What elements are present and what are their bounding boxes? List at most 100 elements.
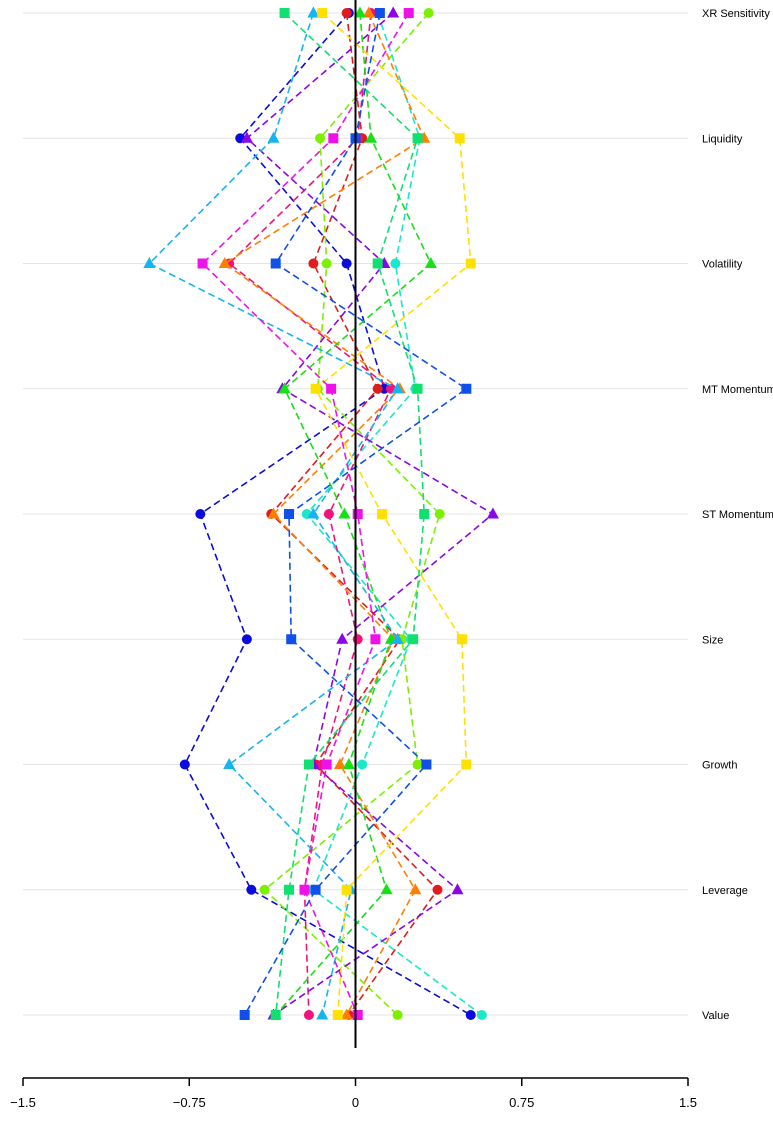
point-12-value <box>270 1010 281 1020</box>
point-6-xr-sensitivity <box>387 6 400 18</box>
series-8 <box>269 6 437 1020</box>
point-8-growth <box>342 758 355 769</box>
point-7-volatility <box>218 257 231 268</box>
point-11-leverage <box>299 884 310 895</box>
series-11 <box>197 8 414 1020</box>
x-tick-label-3: 0 <box>352 1095 359 1110</box>
point-12-mt-momentum <box>412 383 423 394</box>
point-11-growth <box>321 759 332 770</box>
point-6-liquidity <box>240 131 253 143</box>
point-1-st-momentum <box>195 509 206 519</box>
category-label-value: Value <box>702 1010 729 1022</box>
point-3-growth <box>412 759 423 770</box>
series-line-3 <box>263 12 441 1016</box>
point-5-value <box>303 1010 314 1020</box>
point-6-leverage <box>451 883 464 895</box>
category-label-size: Size <box>702 634 723 646</box>
point-10-leverage <box>341 884 352 895</box>
point-4-value <box>476 1010 487 1020</box>
point-12-st-momentum <box>419 509 430 519</box>
point-13-mt-momentum <box>461 383 472 394</box>
point-7-xr-sensitivity <box>362 6 375 18</box>
series-layer <box>143 6 499 1020</box>
point-5-st-momentum <box>323 509 334 519</box>
point-13-volatility <box>270 258 281 269</box>
point-11-value <box>352 1010 363 1020</box>
point-7-leverage <box>409 883 422 895</box>
point-11-liquidity <box>328 133 339 144</box>
point-3-value <box>392 1010 403 1020</box>
point-13-value <box>239 1010 250 1020</box>
x-tick-label-1: −1.5 <box>10 1095 36 1110</box>
point-6-size <box>336 632 349 644</box>
point-13-xr-sensitivity <box>374 8 385 18</box>
point-4-growth <box>357 759 368 770</box>
point-7-value <box>340 1008 353 1020</box>
point-13-size <box>286 634 297 645</box>
point-10-liquidity <box>454 133 465 144</box>
point-13-growth <box>421 759 432 770</box>
point-1-value <box>465 1010 476 1020</box>
point-8-xr-sensitivity <box>353 6 366 18</box>
x-axis: −1.5 −0.75 0 0.75 1.5 <box>10 1077 697 1110</box>
point-2-mt-momentum <box>372 383 383 394</box>
point-10-size <box>456 634 467 645</box>
x-tick-label-5: 1.5 <box>679 1095 697 1110</box>
x-tick-label-4: 0.75 <box>509 1095 534 1110</box>
point-12-xr-sensitivity <box>279 8 290 18</box>
point-8-mt-momentum <box>278 382 291 394</box>
category-label-growth: Growth <box>702 760 737 772</box>
point-9-xr-sensitivity <box>307 6 320 18</box>
point-10-volatility <box>465 258 476 269</box>
point-9-size <box>391 632 404 644</box>
series-6 <box>240 6 499 1020</box>
x-tick-label-2: −0.75 <box>173 1095 206 1110</box>
point-2-xr-sensitivity <box>341 8 352 18</box>
point-8-st-momentum <box>338 507 351 519</box>
point-9-liquidity <box>267 131 280 143</box>
category-label-leverage: Leverage <box>702 885 748 897</box>
point-11-xr-sensitivity <box>403 8 414 18</box>
point-1-volatility <box>341 258 352 269</box>
point-11-size <box>370 634 381 645</box>
point-11-mt-momentum <box>326 383 337 394</box>
point-2-volatility <box>308 258 319 269</box>
point-12-size <box>408 634 419 645</box>
point-1-growth <box>179 759 190 770</box>
category-label-xr-sensitivity: XR Sensitivity <box>702 8 770 20</box>
category-label-st-momentum: ST Momentum <box>702 509 773 521</box>
point-5-size <box>352 634 363 645</box>
point-8-leverage <box>380 883 393 895</box>
point-3-volatility <box>321 258 332 269</box>
point-8-liquidity <box>365 131 378 143</box>
point-12-growth <box>303 759 314 770</box>
point-12-liquidity <box>412 133 423 144</box>
category-label-mt-momentum: MT Momentum <box>702 384 773 396</box>
category-label-volatility: Volatility <box>702 259 743 271</box>
point-9-volatility <box>143 257 156 268</box>
point-8-volatility <box>424 257 437 268</box>
series-10 <box>310 8 476 1020</box>
point-3-st-momentum <box>434 509 445 519</box>
series-line-11 <box>201 12 410 1016</box>
point-10-st-momentum <box>377 509 388 519</box>
series-12 <box>270 8 430 1020</box>
point-13-st-momentum <box>284 509 294 519</box>
point-9-value <box>316 1008 329 1020</box>
point-13-leverage <box>310 884 321 895</box>
point-9-mt-momentum <box>391 382 404 394</box>
point-1-size <box>241 634 252 645</box>
series-line-9 <box>147 12 399 1016</box>
point-3-leverage <box>259 884 270 895</box>
point-9-st-momentum <box>307 507 320 519</box>
point-11-volatility <box>197 258 208 269</box>
point-10-mt-momentum <box>310 383 321 394</box>
series-line-12 <box>274 12 426 1016</box>
point-7-growth <box>333 758 346 769</box>
point-1-leverage <box>246 884 257 895</box>
point-11-st-momentum <box>352 509 363 519</box>
point-7-st-momentum <box>267 507 280 519</box>
point-10-xr-sensitivity <box>317 8 328 18</box>
